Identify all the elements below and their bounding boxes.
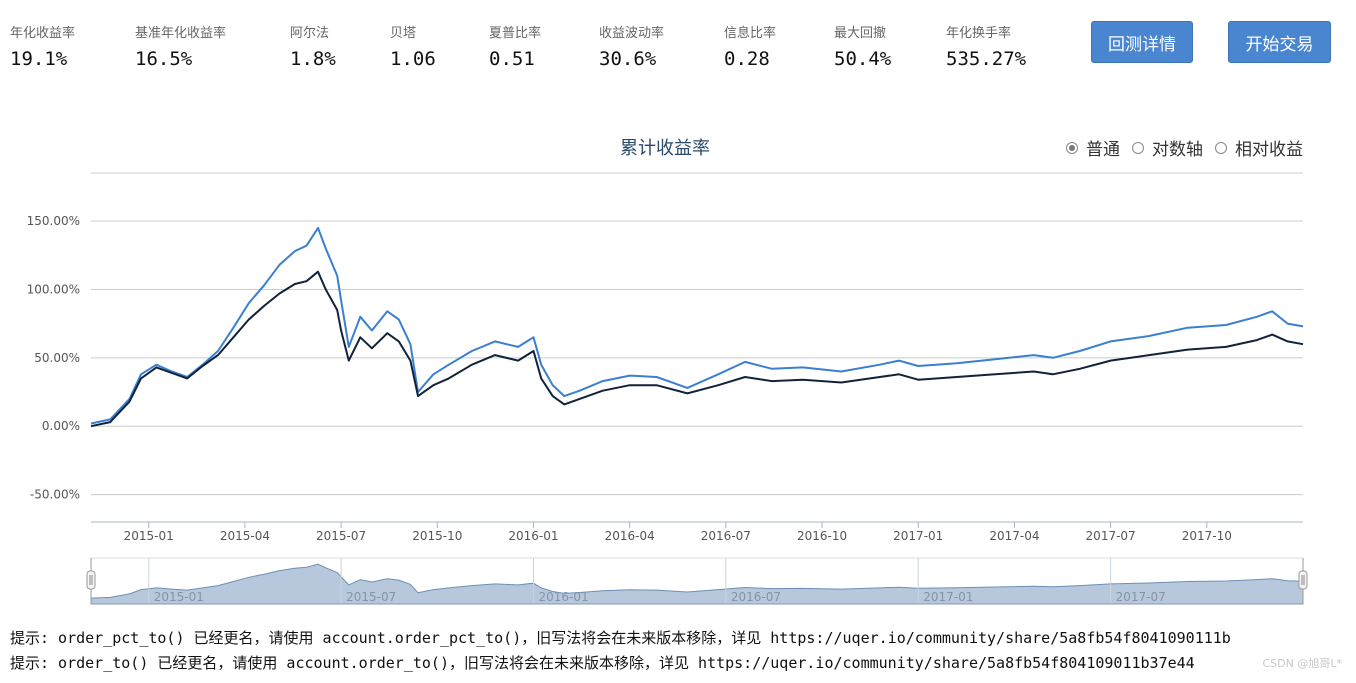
navigator-right-handle[interactable]	[1298, 570, 1308, 590]
x-tick-label: 2017-07	[1086, 529, 1136, 543]
metric-value: 16.5%	[135, 48, 193, 70]
x-tick-label: 2016-07	[701, 529, 751, 543]
metric-label: 信息比率	[724, 26, 777, 41]
metric-benchmark-annual-return: 基准年化收益率 16.5%	[135, 22, 226, 70]
radio-label: 对数轴	[1152, 140, 1203, 160]
log-line-2: 提示: order_to() 已经更名，请使用 account.order_to…	[10, 654, 1195, 672]
cumulative-return-chart: 150.00% 100.00% 50.00% 0.00% -50.00% 2015-01…	[27, 172, 1308, 605]
metric-label: 夏普比率	[489, 26, 542, 41]
metric-volatility: 收益波动率 30.6%	[599, 22, 664, 70]
watermark: CSDN @旭哥L*	[1262, 657, 1343, 670]
metric-value: 0.51	[489, 48, 535, 70]
metric-value: 1.06	[390, 48, 436, 70]
navigator-tick-label: 2017-01	[923, 590, 973, 604]
metric-label: 贝塔	[390, 26, 417, 41]
metric-annual-return: 年化收益率 19.1%	[10, 22, 75, 70]
metric-value: 50.4%	[834, 48, 892, 70]
log-line-1: 提示: order_pct_to() 已经更名，请使用 account.orde…	[10, 629, 1231, 647]
metric-label: 基准年化收益率	[135, 26, 227, 41]
x-tick-label: 2015-04	[220, 529, 270, 543]
grid-layer	[91, 220, 1303, 496]
y-tick-label: 0.00%	[42, 419, 80, 433]
metric-value: 19.1%	[10, 48, 68, 70]
metric-label: 阿尔法	[290, 26, 330, 41]
metric-beta: 贝塔 1.06	[390, 22, 436, 70]
x-axis-ticks: 2015-01 2015-04 2015-07 2015-10 2016-01 2016-…	[124, 522, 1232, 543]
x-tick-label: 2017-01	[893, 529, 943, 543]
radio-relative-return-dot[interactable]	[1215, 141, 1227, 154]
y-tick-label: 100.00%	[27, 282, 80, 296]
x-tick-label: 2017-10	[1182, 529, 1232, 543]
x-tick-label: 2016-01	[508, 529, 558, 543]
radio-normal-dot[interactable]	[1066, 141, 1078, 154]
metric-label: 收益波动率	[599, 26, 665, 41]
navigator-tick-label: 2015-01	[154, 590, 204, 604]
metric-value: 30.6%	[599, 48, 657, 70]
radio-label: 相对收益	[1235, 140, 1303, 160]
series-line-strategy	[90, 226, 1304, 425]
metric-label: 年化换手率	[946, 26, 1012, 41]
radio-log-axis[interactable]: 对数轴	[1132, 135, 1203, 160]
x-tick-label: 2015-01	[124, 529, 174, 543]
metric-alpha: 阿尔法 1.8%	[290, 22, 336, 70]
navigator-left-handle[interactable]	[86, 570, 96, 590]
metrics-bar: 年化收益率 19.1% 基准年化收益率 16.5% 阿尔法 1.8% 贝塔 1.…	[0, 0, 1356, 100]
navigator-tick-label: 2017-07	[1116, 590, 1166, 604]
navigator-tick-label: 2015-07	[346, 590, 396, 604]
radio-normal[interactable]: 普通	[1066, 135, 1120, 160]
metric-sharpe: 夏普比率 0.51	[489, 22, 541, 70]
chart-title: 累计收益率	[620, 138, 710, 159]
y-tick-label: 50.00%	[34, 351, 80, 365]
metric-value: 535.27%	[946, 48, 1027, 70]
x-tick-label: 2016-04	[605, 529, 655, 543]
metric-label: 年化收益率	[10, 26, 76, 41]
metric-max-drawdown: 最大回撤 50.4%	[834, 22, 891, 70]
start-trading-button[interactable]: 开始交易	[1228, 21, 1331, 63]
navigator-tick-label: 2016-01	[538, 590, 588, 604]
x-tick-label: 2016-10	[797, 529, 847, 543]
y-tick-label: 150.00%	[27, 214, 80, 228]
x-tick-label: 2017-04	[989, 529, 1039, 543]
radio-relative-return[interactable]: 相对收益	[1215, 135, 1303, 160]
series-line-benchmark	[90, 270, 1304, 428]
navigator-tick-label: 2016-07	[731, 590, 781, 604]
backtest-detail-button[interactable]: 回测详情	[1091, 21, 1193, 63]
x-tick-label: 2015-07	[316, 529, 366, 543]
metric-label: 最大回撤	[834, 26, 887, 41]
radio-log-axis-dot[interactable]	[1132, 141, 1144, 154]
series-layer	[90, 226, 1304, 428]
navigator-area	[90, 563, 1304, 605]
x-tick-label: 2015-10	[412, 529, 462, 543]
radio-label: 普通	[1086, 140, 1120, 160]
metric-value: 0.28	[724, 48, 770, 70]
metric-information-ratio: 信息比率 0.28	[724, 22, 776, 70]
y-tick-label: -50.00%	[30, 488, 80, 502]
range-navigator[interactable]: 2015-01 2015-07 2016-01 2016-07 2017-01 2017-…	[86, 557, 1308, 605]
y-axis-ticks: 150.00% 100.00% 50.00% 0.00% -50.00%	[27, 214, 80, 502]
metric-value: 1.8%	[290, 48, 336, 70]
metric-turnover: 年化换手率 535.27%	[946, 22, 1026, 70]
scale-radio-group: 普通 对数轴 相对收益	[1066, 135, 1315, 160]
